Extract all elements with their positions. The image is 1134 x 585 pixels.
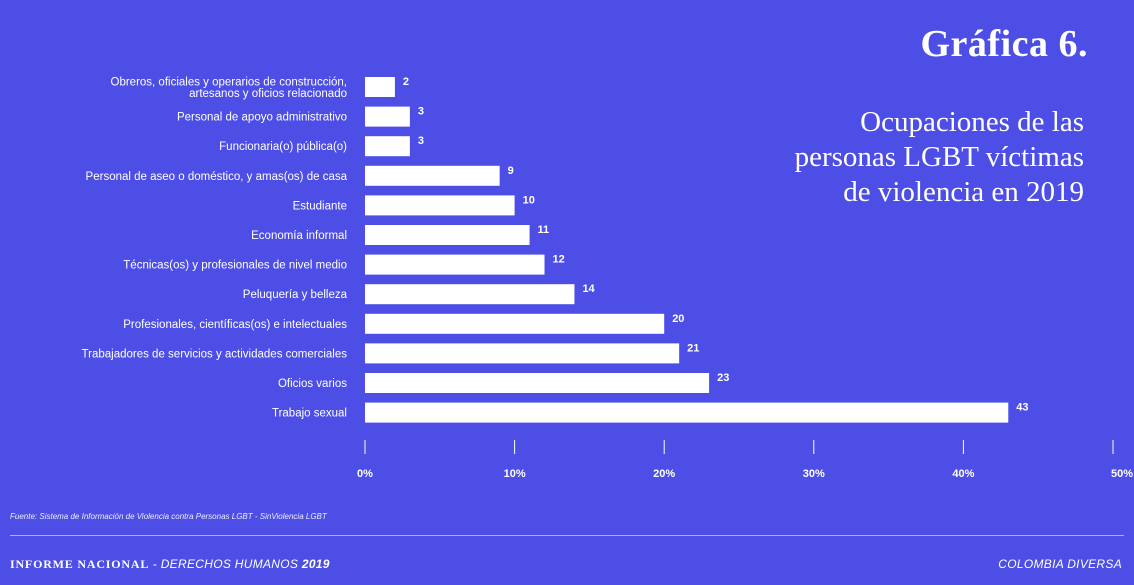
category-label: Trabajadores de servicios y actividades … [82,348,348,360]
footer-subject: DERECHOS HUMANOS [160,557,302,571]
category-label: Economía informal [251,230,347,242]
bar-chart: 2 Obreros, oficiales y operarios de const… [82,76,1134,480]
x-tick-label: 30% [803,468,825,480]
bar-value-label: 9 [508,165,514,177]
category-label: Obreros, oficiales y operarios de constr… [111,76,348,100]
category-label: Peluquería y belleza [243,289,348,301]
x-tick-label: 20% [653,468,675,480]
bar [365,402,1009,423]
bar [365,254,545,275]
x-tick-label: 0% [357,468,373,480]
bar [365,195,515,216]
footer-report: INFORME NACIONAL - DERECHOS HUMANOS 2019 [10,557,330,572]
bar-value-label: 2 [403,76,409,88]
bar [365,225,530,245]
bar [365,373,710,393]
x-tick-label: 40% [952,468,974,480]
category-label: Personal de aseo o doméstico, y amas(os)… [86,171,348,183]
category-label: Personal de apoyo administrativo [177,112,347,124]
category-label: Trabajo sexual [272,408,347,420]
bar-value-label: 3 [418,135,424,147]
bar [365,313,665,334]
bar-value-label: 23 [717,372,729,384]
bar [365,136,410,157]
bar [365,343,680,364]
footer-report-name: INFORME NACIONAL [10,557,150,571]
footer-separator: - [149,557,161,571]
bar [365,165,500,186]
bar-value-label: 21 [687,342,699,354]
chart-number: Gráfica 6. [920,23,1088,65]
category-label: Funcionaria(o) pública(o) [219,141,347,153]
x-tick-label: 10% [504,468,526,480]
category-label: Profesionales, científicas(os) e intelec… [123,319,347,331]
bar-value-label: 20 [672,313,684,325]
bar-value-label: 14 [582,283,595,295]
footer-divider [10,535,1124,536]
category-label: Oficios varios [278,378,347,390]
bar [365,106,410,127]
footer-year: 2019 [301,557,330,571]
bar-value-label: 11 [538,224,550,236]
chart-title: Ocupaciones de las personas LGBT víctima… [794,106,1084,208]
bar-value-label: 3 [418,106,424,118]
source-note: Fuente: Sistema de Información de Violen… [10,512,327,521]
bar [365,77,395,97]
bar-value-label: 10 [523,194,535,206]
x-tick-label: 50% [1111,468,1133,480]
bar-value-label: 12 [553,254,565,266]
category-label: Técnicas(os) y profesionales de nivel me… [123,260,347,272]
bar-value-label: 43 [1016,402,1028,414]
bar [365,284,575,305]
footer-organization: COLOMBIA DIVERSA [998,557,1122,571]
category-label: Estudiante [293,200,347,212]
chart-header: Gráfica 6. [920,22,1088,66]
